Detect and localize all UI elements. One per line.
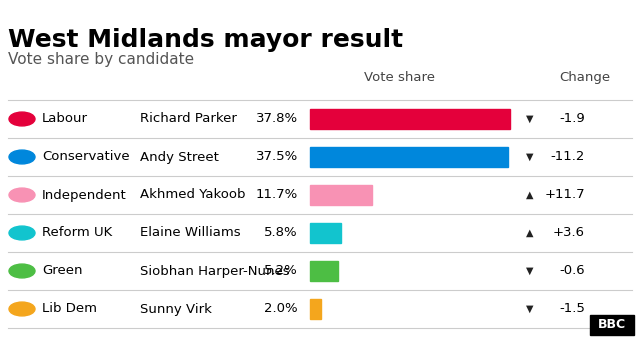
Text: 5.8%: 5.8% [264, 226, 298, 239]
Text: Akhmed Yakoob: Akhmed Yakoob [140, 189, 246, 202]
Text: ▲: ▲ [526, 190, 534, 200]
Text: Reform UK: Reform UK [42, 226, 112, 239]
Ellipse shape [9, 302, 35, 316]
Text: West Midlands mayor result: West Midlands mayor result [8, 28, 403, 52]
Text: 11.7%: 11.7% [256, 189, 298, 202]
Ellipse shape [9, 188, 35, 202]
Text: Change: Change [559, 71, 611, 84]
Text: ▼: ▼ [526, 114, 534, 124]
Text: Green: Green [42, 265, 83, 278]
Text: Siobhan Harper-Nunes: Siobhan Harper-Nunes [140, 265, 290, 278]
Bar [310, 261, 337, 281]
Text: -1.9: -1.9 [559, 113, 585, 125]
Text: ▼: ▼ [526, 266, 534, 276]
Text: Elaine Williams: Elaine Williams [140, 226, 241, 239]
Text: BBC: BBC [598, 318, 626, 331]
Text: -0.6: -0.6 [559, 265, 585, 278]
Text: -1.5: -1.5 [559, 302, 585, 315]
Text: Andy Street: Andy Street [140, 150, 219, 163]
Ellipse shape [9, 150, 35, 164]
Bar [310, 185, 372, 205]
Text: Richard Parker: Richard Parker [140, 113, 237, 125]
Bar [310, 147, 508, 167]
Bar [310, 299, 321, 319]
Text: ▼: ▼ [526, 304, 534, 314]
Ellipse shape [9, 226, 35, 240]
Text: Conservative: Conservative [42, 150, 130, 163]
Text: Vote share by candidate: Vote share by candidate [8, 52, 194, 67]
Bar [310, 109, 510, 129]
Text: -11.2: -11.2 [550, 150, 585, 163]
Ellipse shape [9, 264, 35, 278]
Text: Vote share: Vote share [365, 71, 435, 84]
Text: Labour: Labour [42, 113, 88, 125]
Bar [310, 223, 340, 243]
Bar [590, 315, 634, 335]
Text: ▲: ▲ [526, 228, 534, 238]
Text: 37.8%: 37.8% [256, 113, 298, 125]
Text: +3.6: +3.6 [553, 226, 585, 239]
Text: 5.2%: 5.2% [264, 265, 298, 278]
Ellipse shape [9, 112, 35, 126]
Text: 2.0%: 2.0% [264, 302, 298, 315]
Text: ▼: ▼ [526, 152, 534, 162]
Text: Independent: Independent [42, 189, 127, 202]
Text: Sunny Virk: Sunny Virk [140, 302, 212, 315]
Text: 37.5%: 37.5% [256, 150, 298, 163]
Text: +11.7: +11.7 [545, 189, 585, 202]
Text: Lib Dem: Lib Dem [42, 302, 97, 315]
